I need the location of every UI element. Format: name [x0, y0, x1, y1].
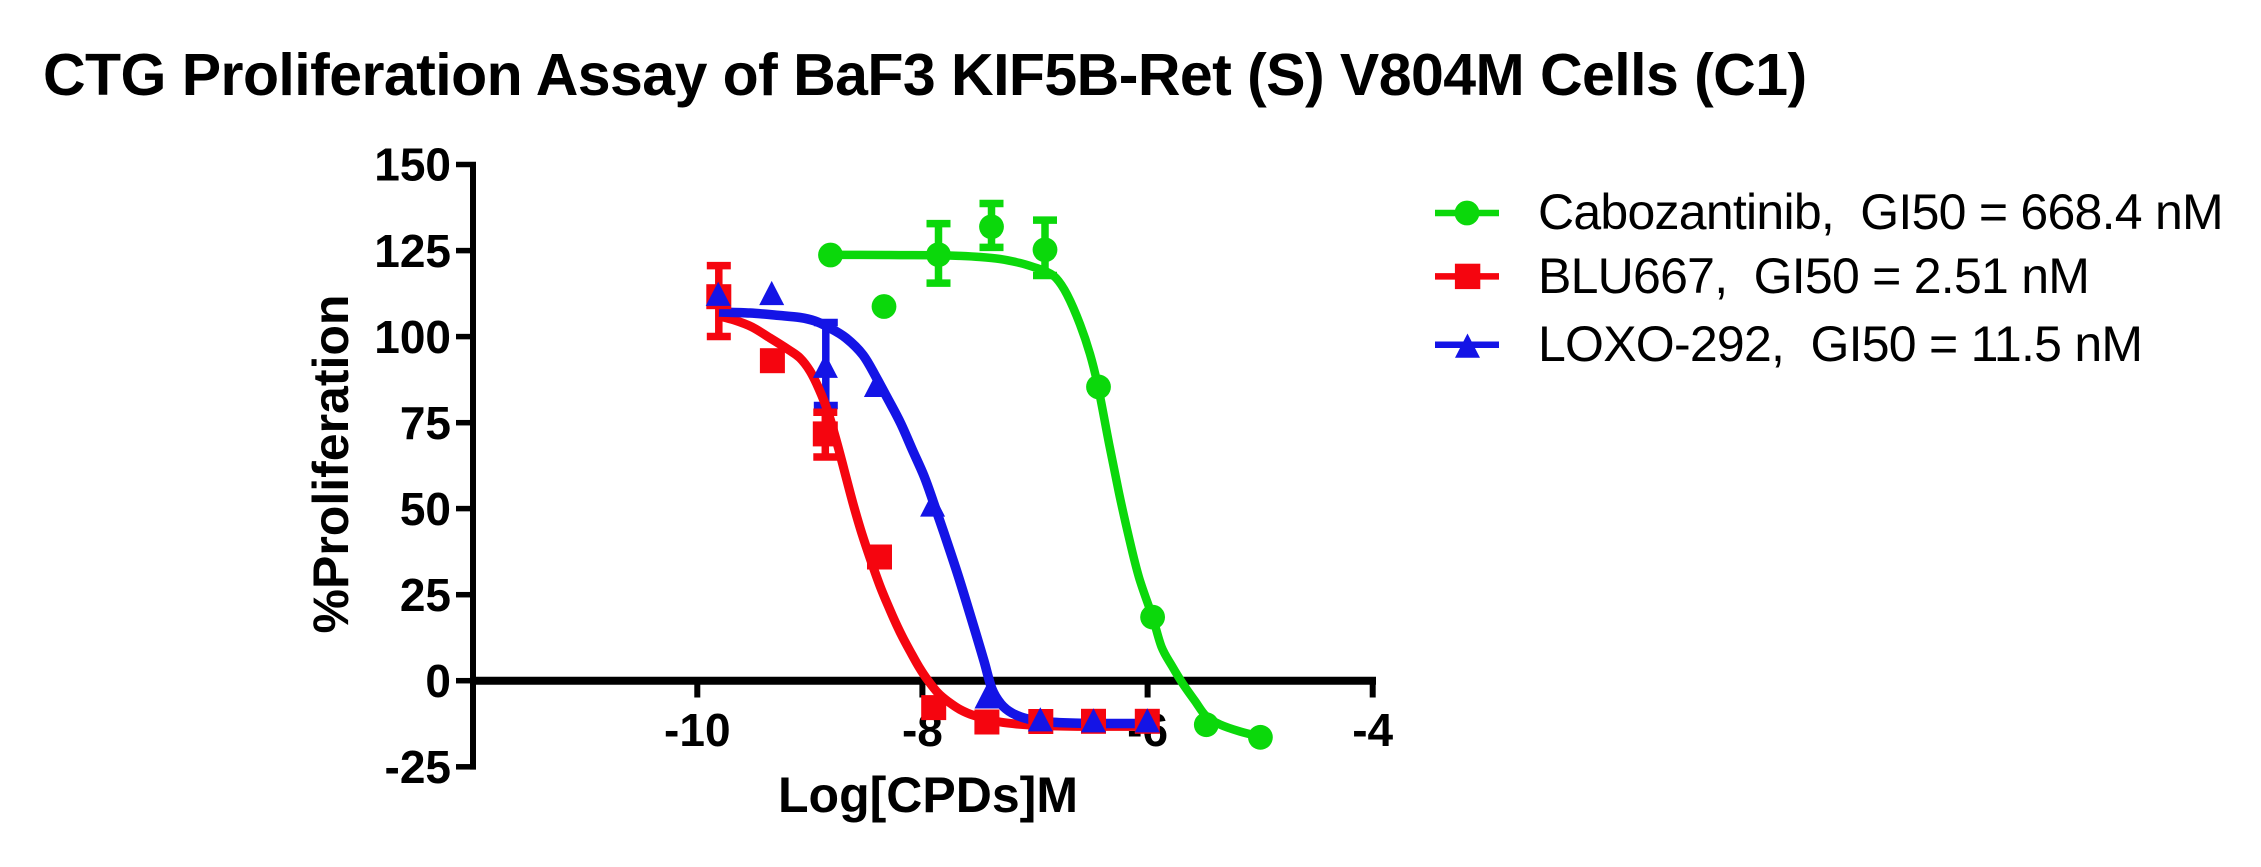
svg-text:-25: -25	[385, 741, 451, 793]
svg-text:50: 50	[400, 483, 451, 535]
svg-text:25: 25	[400, 569, 451, 621]
svg-text:0: 0	[425, 655, 451, 707]
svg-text:Log[CPDs]M: Log[CPDs]M	[778, 767, 1078, 823]
svg-text:CTG Proliferation Assay of BaF: CTG Proliferation Assay of BaF3 KIF5B-Re…	[43, 42, 1807, 108]
svg-text:75: 75	[400, 397, 451, 449]
svg-text:BLU667, GI50 = 2.51 nM: BLU667, GI50 = 2.51 nM	[1538, 248, 2089, 304]
svg-text:150: 150	[374, 139, 451, 191]
svg-text:LOXO-292, GI50 = 11.5 nM: LOXO-292, GI50 = 11.5 nM	[1538, 316, 2142, 372]
svg-text:-4: -4	[1352, 704, 1393, 756]
svg-text:Cabozantinib, GI50 = 668.4 nM: Cabozantinib, GI50 = 668.4 nM	[1538, 184, 2223, 240]
svg-text:-10: -10	[664, 704, 730, 756]
svg-text:100: 100	[374, 311, 451, 363]
svg-text:125: 125	[374, 225, 451, 277]
svg-text:%Proliferation: %Proliferation	[303, 295, 359, 634]
